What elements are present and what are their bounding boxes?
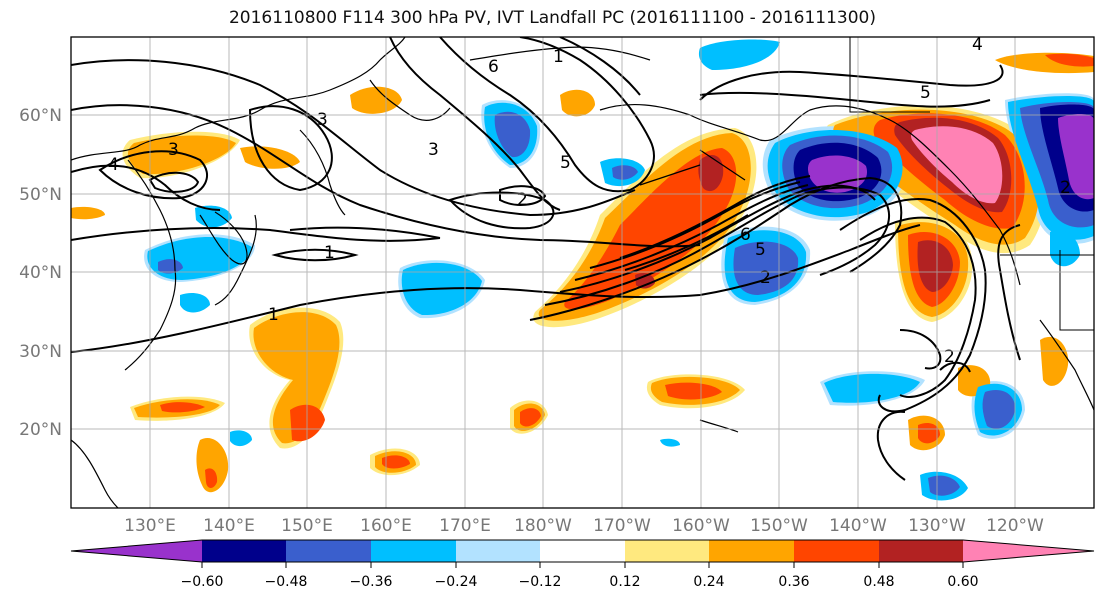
lon-label: 170°W [593,516,651,536]
colorbar: −0.60 −0.48 −0.36 −0.24 −0.12 0.12 0.24 … [70,539,1095,590]
contours [71,37,1021,481]
lat-label: 50°N [19,185,62,205]
contour-label: 2 [760,268,771,288]
colorbar-segment [625,540,709,562]
colorbar-segments [70,539,1095,563]
contour-label: 1 [268,305,279,325]
colorbar-tick-label: −0.12 [519,574,562,590]
longitude-labels: 130°E 140°E 150°E 160°E 170°E 180°W 170°… [124,516,1044,536]
colorbar-segment [709,540,794,562]
contour-label: 6 [740,225,751,245]
lon-label: 120°W [986,516,1044,536]
colorbar-tick-label: 0.36 [778,574,809,590]
contour-label: 1 [553,47,564,67]
coastlines [71,37,1094,508]
contour-label: 3 [168,140,179,160]
contour-label: 2 [517,190,528,210]
colorbar-tick-label: −0.60 [181,574,224,590]
contour-label: 4 [972,35,983,55]
contour-label: 5 [755,240,766,260]
contour-label: 5 [920,83,931,103]
lat-label: 30°N [19,342,62,362]
contour-label: 4 [108,155,119,175]
contour-label: 1 [324,243,335,263]
colorbar-segment [794,540,879,562]
colorbar-segment [286,540,371,562]
contour-label: 5 [560,153,571,173]
lon-label: 150°E [281,516,333,536]
lon-label: 150°W [750,516,808,536]
colorbar-segment [540,540,625,562]
colorbar-tick-label: 0.60 [947,574,978,590]
lon-label: 140°W [829,516,887,536]
colorbar-tick-label: −0.36 [350,574,393,590]
lon-label: 160°E [360,516,412,536]
colorbar-segment [202,540,286,562]
lon-label: 180°W [514,516,572,536]
map-frame [70,36,1095,509]
lat-label: 20°N [19,420,62,440]
lon-label: 170°E [439,516,491,536]
colorbar-tick-label: −0.24 [435,574,478,590]
lon-label: 130°W [908,516,966,536]
colorbar-tick-label: −0.48 [265,574,308,590]
colorbar-segment [963,540,1094,562]
contour-label: 3 [317,110,328,130]
colorbar-tick-label: 0.48 [863,574,894,590]
contour-label: 2 [1060,178,1071,198]
colorbar-ticks [201,562,964,568]
colorbar-segment [371,540,456,562]
colorbar-tick-label: 0.12 [609,574,640,590]
lon-label: 140°E [203,516,255,536]
gridlines [71,37,1094,508]
contour-label: 2 [944,347,955,367]
lon-label: 160°W [672,516,730,536]
colorbar-segment [456,540,540,562]
colorbar-tick-label: 0.24 [693,574,724,590]
contour-label: 6 [488,57,499,77]
lat-label: 40°N [19,263,62,283]
latitude-labels: 20°N 30°N 40°N 50°N 60°N [19,106,62,440]
colorbar-segment [879,540,963,562]
lon-label: 130°E [124,516,176,536]
colorbar-tick-labels: −0.60 −0.48 −0.36 −0.24 −0.12 0.12 0.24 … [181,574,979,590]
contour-labels: 4 3 3 6 1 3 5 2 1 1 6 5 2 5 4 2 2 [108,35,1071,367]
lat-label: 60°N [19,106,62,126]
contour-label: 3 [428,140,439,160]
colorbar-segment [71,540,202,562]
map-title: 2016110800 F114 300 hPa PV, IVT Landfall… [228,8,876,28]
